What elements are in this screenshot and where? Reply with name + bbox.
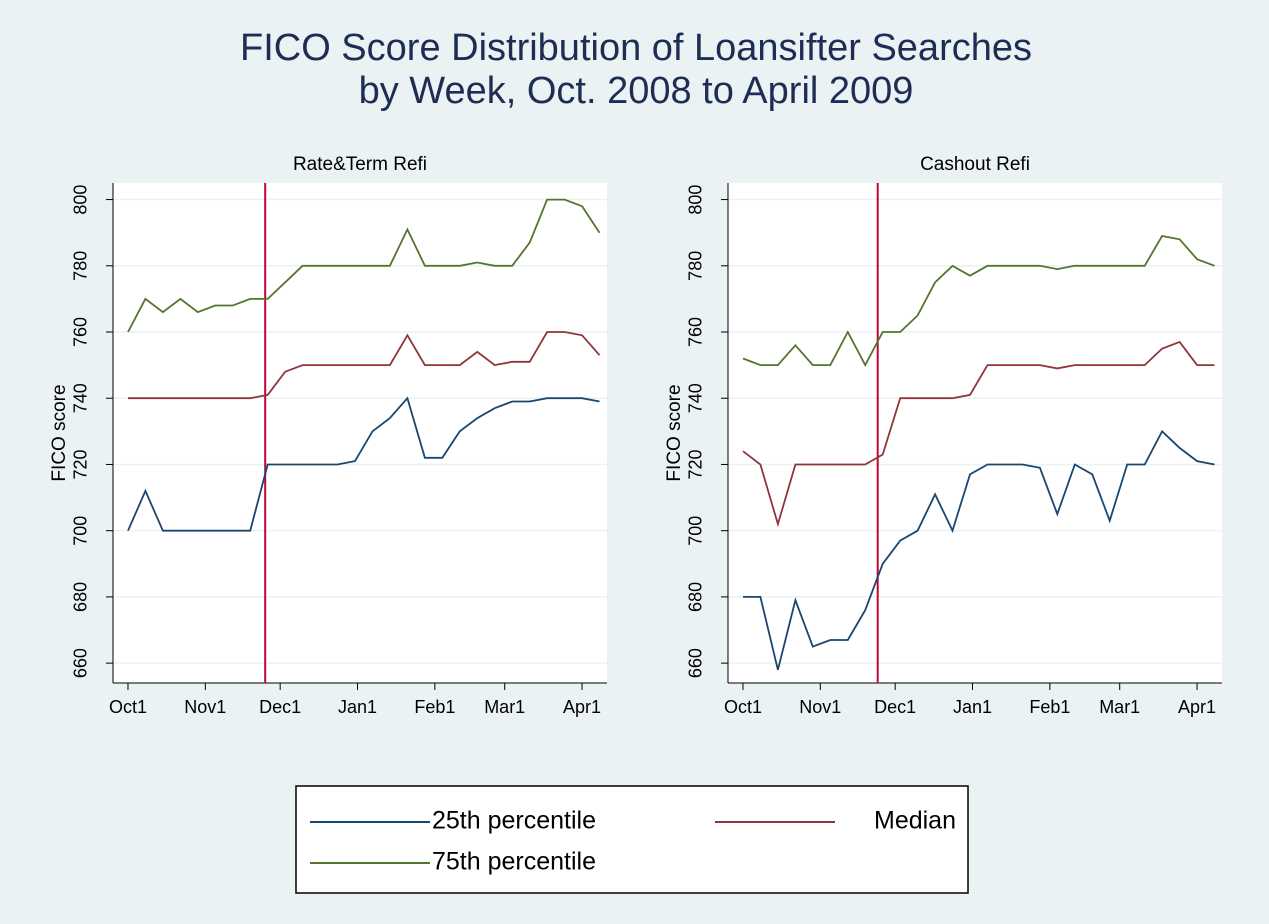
chart-subtitle: by Week, Oct. 2008 to April 2009 xyxy=(359,70,914,112)
chart-title: FICO Score Distribution of Loansifter Se… xyxy=(240,27,1032,69)
x-tick-label: Jan1 xyxy=(338,697,377,717)
x-tick-label: Jan1 xyxy=(953,697,992,717)
y-tick-label: 740 xyxy=(686,383,706,413)
y-tick-label: 760 xyxy=(71,317,91,347)
y-tick-label: 780 xyxy=(686,251,706,281)
y-tick-label: 780 xyxy=(71,251,91,281)
y-tick-label: 680 xyxy=(71,582,91,612)
x-tick-label: Dec1 xyxy=(874,697,916,717)
legend xyxy=(295,785,969,894)
panel-title: Cashout Refi xyxy=(920,154,1030,175)
legend-label: Median xyxy=(874,807,956,835)
series-line xyxy=(742,234,1215,368)
y-tick-label: 800 xyxy=(686,185,706,215)
x-tick-label: Oct1 xyxy=(109,697,147,717)
y-tick-label: 700 xyxy=(686,516,706,546)
x-tick-label: Apr1 xyxy=(563,697,601,717)
y-tick-label: 800 xyxy=(71,185,91,215)
x-tick-label: Nov1 xyxy=(799,697,841,717)
x-tick-label: Mar1 xyxy=(1099,697,1140,717)
x-tick-label: Feb1 xyxy=(414,697,455,717)
y-tick-label: 720 xyxy=(71,449,91,479)
x-tick-label: Apr1 xyxy=(1178,697,1216,717)
x-tick-label: Feb1 xyxy=(1029,697,1070,717)
series-line xyxy=(127,396,600,532)
x-tick-label: Dec1 xyxy=(259,697,301,717)
series-line xyxy=(742,340,1215,528)
x-tick-label: Mar1 xyxy=(484,697,525,717)
y-axis-title: FICO score xyxy=(664,384,685,481)
plot-area xyxy=(113,183,607,683)
y-tick-label: 660 xyxy=(71,648,91,678)
series-line xyxy=(128,331,601,400)
y-tick-label: 660 xyxy=(686,648,706,678)
legend-label: 75th percentile xyxy=(432,848,596,876)
x-tick-label: Nov1 xyxy=(184,697,226,717)
series-line xyxy=(127,198,601,333)
y-axis-title: FICO score xyxy=(49,384,70,481)
panel-title: Rate&Term Refi xyxy=(293,154,427,175)
y-tick-label: 680 xyxy=(686,582,706,612)
legend-label: 25th percentile xyxy=(432,807,596,835)
y-tick-label: 720 xyxy=(686,449,706,479)
y-tick-label: 760 xyxy=(686,317,706,347)
series-line xyxy=(743,429,1215,671)
x-tick-label: Oct1 xyxy=(724,697,762,717)
plot-area xyxy=(728,183,1222,683)
y-tick-label: 740 xyxy=(71,383,91,413)
y-tick-label: 700 xyxy=(71,516,91,546)
